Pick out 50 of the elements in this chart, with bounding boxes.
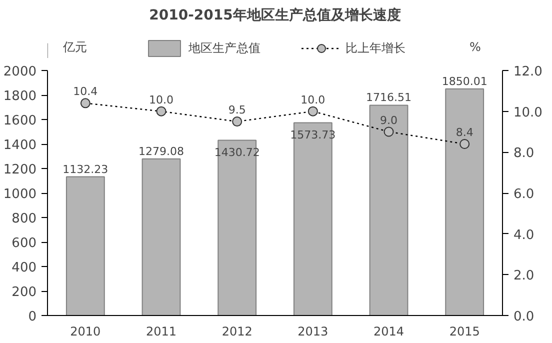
point (232, 116, 242, 127)
y2-axis-title: % (470, 40, 481, 54)
data-label: 1716.51 (366, 91, 412, 104)
legend-label: 比上年增长 (346, 40, 406, 56)
point (384, 126, 394, 137)
y-tick-label: 0 (28, 310, 37, 324)
x-tick-label: 2015 (449, 324, 480, 338)
data-label: 10.0 (149, 93, 174, 106)
legend-label: 地区生产总值 (188, 40, 260, 56)
y2-tick-label: 4.0 (514, 228, 534, 243)
y2-tick-label: 8.0 (514, 146, 534, 162)
x-tick-label: 2013 (298, 324, 328, 338)
y-tick-label: 200 (12, 285, 37, 300)
bar (142, 158, 181, 316)
x-tick-label: 2014 (373, 324, 404, 338)
x-tick-label: 2011 (146, 324, 177, 338)
y-tick-label: 1200 (3, 162, 37, 178)
y-tick-label: 2000 (3, 64, 37, 80)
y2-tick-label: 2.0 (514, 268, 534, 284)
data-label: 1850.01 (442, 74, 488, 88)
y-tick-label: 1400 (3, 138, 37, 153)
y2-tick-label: 0.0 (514, 310, 534, 324)
bar (445, 88, 484, 316)
point (80, 98, 90, 108)
bar (369, 104, 408, 316)
data-label: 9.5 (228, 104, 246, 117)
y2-tick-label: 6.0 (514, 187, 534, 202)
x-tick-label: 2012 (222, 324, 252, 338)
y-tick-label: 1600 (3, 114, 37, 128)
y-tick-label: 400 (12, 260, 37, 276)
data-label: 1279.08 (138, 144, 184, 158)
y-tick-label: 600 (12, 236, 37, 251)
y2-tick-label: 10.0 (514, 105, 542, 120)
point (460, 139, 470, 149)
y-tick-label: 1800 (3, 89, 37, 104)
bar (66, 176, 105, 316)
data-label: 9.0 (380, 114, 398, 127)
point (156, 106, 166, 116)
y-tick-label: 800 (12, 212, 37, 226)
data-label: 10.0 (300, 93, 326, 106)
y-tick-label: 1000 (3, 187, 37, 202)
bar (218, 140, 257, 316)
y-axis-title: 亿元 (62, 40, 87, 54)
point (308, 106, 318, 116)
chart-title: 2010-2015年地区生产总值及增长速度 (149, 6, 401, 24)
data-label: 1132.23 (62, 162, 108, 176)
x-tick-label: 2010 (70, 324, 101, 338)
y2-tick-label: 12.0 (514, 64, 542, 80)
data-label: 10.4 (73, 85, 98, 98)
data-label: 8.4 (456, 126, 474, 139)
